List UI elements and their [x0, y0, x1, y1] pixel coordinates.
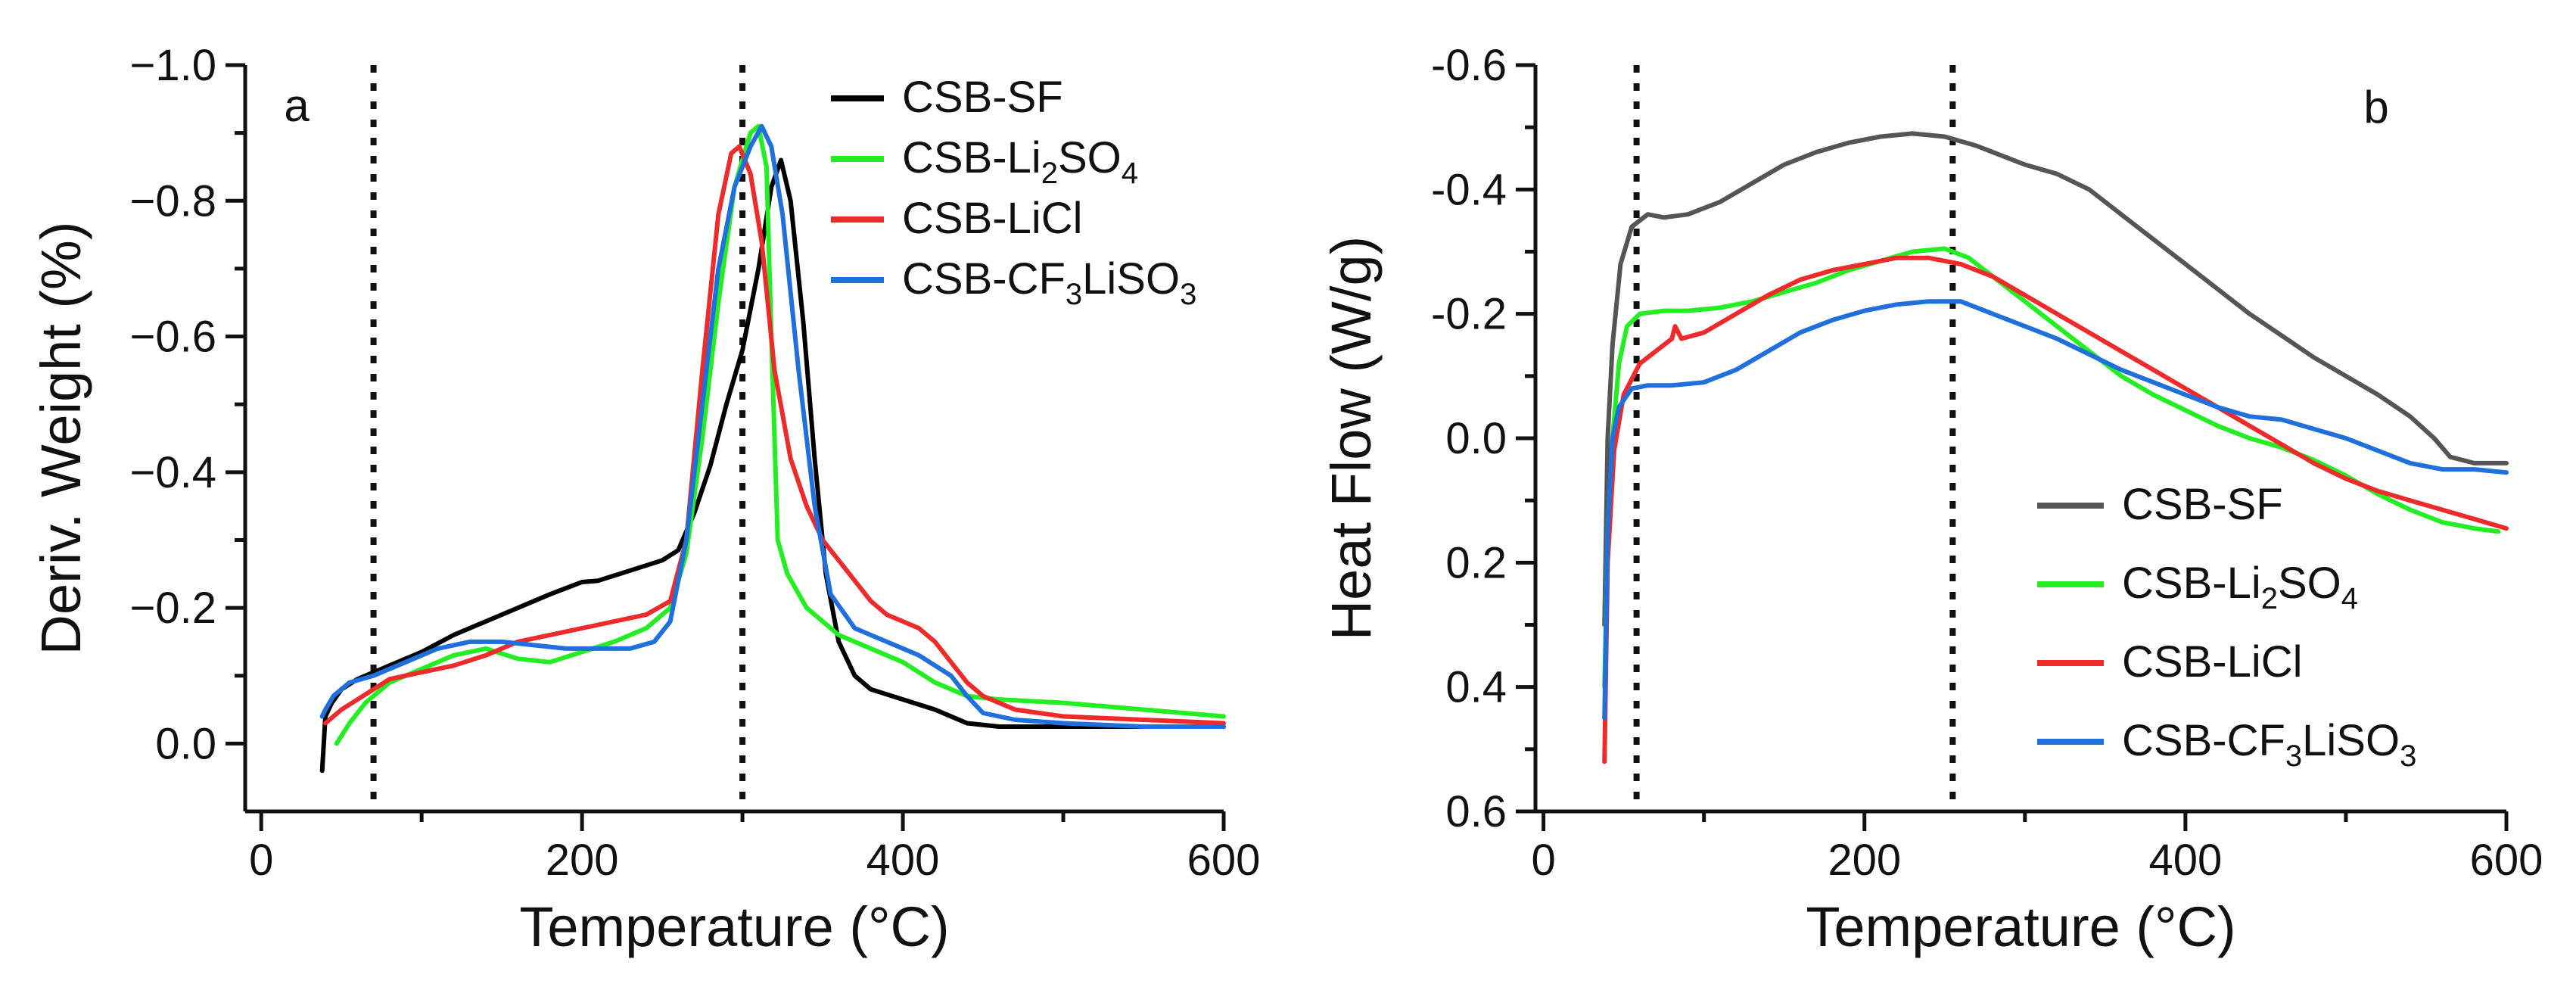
series-line-csb-sf — [1602, 131, 2509, 627]
x-axis-label: Temperature (°C) — [519, 895, 949, 958]
legend-entry: CSB-Li2SO4 — [2037, 559, 2358, 615]
legend-entry: CSB-LiCl — [2037, 637, 2303, 687]
x-tick-label: 0 — [249, 836, 273, 885]
legend-entry: CSB-SF — [2037, 480, 2283, 529]
panel-label: a — [284, 80, 310, 131]
y-tick-label: 0.6 — [1445, 787, 1507, 836]
legend-entry: CSB-CF3LiSO3 — [2037, 716, 2416, 773]
y-tick-label: −0.4 — [130, 448, 217, 497]
series-line-csb-licl — [1602, 255, 2509, 764]
y-axis-label: Heat Flow (W/g) — [1320, 236, 1383, 641]
series-line-csb-li2so4 — [334, 123, 1226, 746]
series-line-csb-cf3liso3 — [1602, 299, 2509, 721]
y-axis-label: Deriv. Weight (%) — [30, 222, 92, 655]
y-tick-label: -0.6 — [1431, 41, 1507, 90]
legend-entry: CSB-CF3LiSO3 — [831, 254, 1196, 311]
chart-panel-a: 0 200 400 600 0.0 −0.2 −0.4 −0.6 −0.8 −1.0 Tempera… — [30, 41, 1260, 958]
series-line-csb-li2so4 — [1602, 246, 2501, 690]
legend-label: CSB-CF3LiSO3 — [902, 254, 1196, 311]
legend-label: CSB-SF — [2122, 480, 2283, 529]
y-tick-label: -0.4 — [1431, 165, 1507, 214]
y-tick-label: 0.0 — [1445, 414, 1507, 463]
x-tick-label: 400 — [866, 836, 940, 885]
legend-label: CSB-LiCl — [2122, 637, 2303, 687]
series-line-csb-licl — [323, 144, 1226, 726]
y-tick-label: -0.2 — [1431, 290, 1507, 339]
y-tick-label: 0.0 — [155, 719, 216, 768]
x-tick-label: 200 — [546, 836, 619, 885]
y-tick-label: 0.2 — [1445, 538, 1507, 587]
x-tick-label: 400 — [2148, 836, 2222, 885]
series-line-csb-sf — [319, 157, 1226, 774]
x-tick-label: 0 — [1531, 836, 1555, 885]
x-axis-label: Temperature (°C) — [1806, 895, 2235, 958]
panel-label: b — [2363, 82, 2388, 132]
y-tick-label: −0.6 — [130, 313, 217, 362]
x-tick-label: 600 — [1187, 836, 1261, 885]
chart-panel-b: 0 200 400 600 0.6 0.4 0.2 0.0 -0.2 -0.4 -0.6 Temper… — [1320, 41, 2543, 958]
legend-label: CSB-Li2SO4 — [2122, 559, 2358, 615]
y-tick-label: −0.2 — [130, 584, 217, 633]
legend-label: CSB-LiCl — [902, 194, 1083, 243]
x-tick-label: 600 — [2470, 836, 2543, 885]
y-tick-label: −1.0 — [130, 41, 217, 90]
legend-label: CSB-Li2SO4 — [902, 133, 1138, 190]
legend-entry: CSB-LiCl — [831, 194, 1083, 243]
legend-entry: CSB-SF — [831, 73, 1063, 122]
legend-label: CSB-SF — [902, 73, 1063, 122]
legend-label: CSB-CF3LiSO3 — [2122, 716, 2416, 773]
y-tick-label: 0.4 — [1445, 663, 1507, 712]
y-tick-label: −0.8 — [130, 176, 217, 226]
series-line-csb-cf3liso3 — [319, 123, 1226, 729]
legend-entry: CSB-Li2SO4 — [831, 133, 1138, 190]
x-tick-label: 200 — [1828, 836, 1901, 885]
